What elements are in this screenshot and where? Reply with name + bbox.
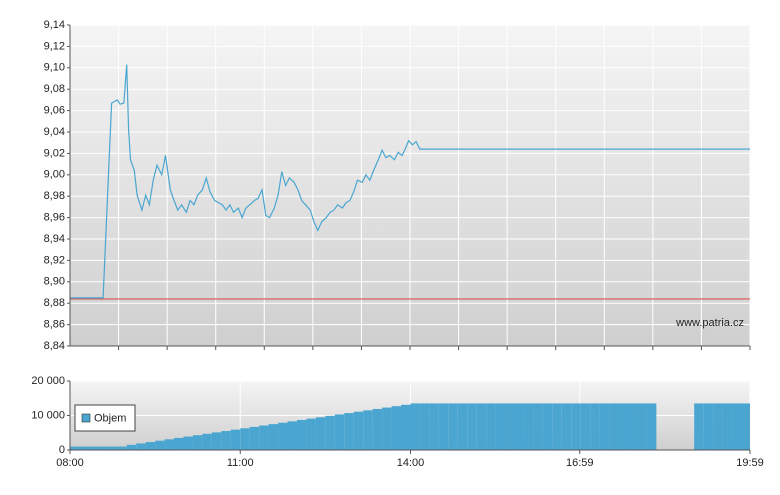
- volume-bar: [401, 404, 411, 450]
- y-tick-label: 9,06: [44, 105, 65, 117]
- volume-bar: [126, 444, 137, 450]
- volume-bar: [117, 446, 127, 450]
- volume-bar: [372, 408, 383, 450]
- y-tick-label: 8,96: [44, 212, 65, 224]
- volume-bar: [609, 403, 619, 450]
- y-tick-label: 8,92: [44, 254, 65, 266]
- volume-bar: [240, 428, 250, 450]
- volume-bar: [268, 424, 279, 450]
- y-tick-label: 8,86: [44, 319, 65, 331]
- y-tick-label: 20 000: [31, 375, 65, 387]
- y-tick-label: 8,88: [44, 297, 65, 309]
- volume-bar: [694, 403, 704, 450]
- volume-bar: [230, 429, 241, 450]
- volume-bar: [98, 446, 108, 450]
- volume-bar: [249, 426, 260, 450]
- y-tick-label: 8,84: [44, 340, 65, 352]
- x-tick-label: 11:00: [227, 457, 254, 469]
- y-tick-label: 9,12: [44, 40, 65, 52]
- legend-label: Objem: [94, 412, 126, 424]
- volume-bar: [183, 436, 193, 450]
- volume-bar: [211, 432, 222, 450]
- volume-bar: [542, 403, 553, 450]
- x-tick-label: 14:00: [397, 457, 425, 469]
- volume-bar: [353, 411, 364, 450]
- y-tick-label: 9,02: [44, 147, 65, 159]
- volume-bar: [164, 439, 175, 450]
- volume-bar: [505, 403, 515, 450]
- x-tick-label: 16:59: [566, 457, 594, 469]
- y-tick-label: 9,14: [44, 19, 65, 31]
- volume-bar: [627, 403, 638, 450]
- y-tick-label: 8,98: [44, 190, 65, 202]
- volume-bar: [514, 403, 524, 450]
- volume-bar: [429, 403, 439, 450]
- volume-bar: [713, 403, 723, 450]
- volume-bar: [590, 403, 600, 450]
- volume-bar: [732, 403, 742, 450]
- x-tick-label: 08:00: [56, 457, 84, 469]
- volume-bar: [136, 443, 146, 450]
- y-tick-label: 0: [59, 444, 65, 456]
- volume-bar: [79, 446, 89, 450]
- volume-bar: [722, 403, 733, 450]
- y-tick-label: 8,94: [44, 233, 65, 245]
- volume-bar: [88, 446, 99, 450]
- volume-bar: [457, 403, 468, 450]
- volume-bar: [306, 418, 316, 450]
- volume-bar: [646, 403, 657, 450]
- legend-swatch: [81, 413, 91, 423]
- y-tick-label: 10 000: [31, 409, 65, 421]
- x-tick-label: 19:59: [736, 457, 764, 469]
- volume-bar: [486, 403, 496, 450]
- price-line: [70, 64, 750, 299]
- volume-bar: [315, 417, 326, 450]
- volume-bar: [287, 421, 297, 450]
- volume-bar: [637, 403, 647, 450]
- volume-bar: [419, 403, 430, 450]
- volume-bar: [580, 403, 591, 450]
- volume-bar: [438, 403, 449, 450]
- volume-bar: [618, 403, 628, 450]
- watermark: www.patria.cz: [675, 317, 744, 329]
- volume-bar: [174, 437, 184, 450]
- volume-bar: [533, 403, 543, 450]
- volume-bar: [476, 403, 487, 450]
- volume-bar: [599, 403, 610, 450]
- volume-bar: [296, 419, 307, 450]
- volume-bar: [523, 403, 534, 450]
- volume-bar: [155, 440, 165, 450]
- volume-bar: [495, 403, 506, 450]
- volume-bar: [259, 425, 269, 450]
- volume-bar: [192, 435, 203, 450]
- volume-bar: [552, 403, 562, 450]
- volume-bar: [334, 414, 345, 450]
- y-tick-label: 9,10: [44, 62, 65, 74]
- volume-bar: [145, 442, 156, 450]
- volume-bar: [278, 422, 288, 450]
- y-tick-label: 9,08: [44, 83, 65, 95]
- volume-bar: [107, 446, 118, 450]
- volume-bar: [741, 403, 750, 450]
- volume-bar: [448, 403, 458, 450]
- volume-bar: [391, 406, 402, 450]
- volume-bar: [202, 433, 212, 450]
- volume-bar: [703, 403, 714, 450]
- y-tick-label: 9,00: [44, 169, 65, 181]
- volume-bar: [363, 410, 373, 450]
- volume-bar: [467, 403, 477, 450]
- volume-bar: [344, 413, 354, 450]
- volume-bar: [325, 415, 335, 450]
- volume-bar: [410, 403, 420, 450]
- volume-bar: [382, 407, 392, 450]
- y-tick-label: 8,90: [44, 276, 65, 288]
- y-tick-label: 9,04: [44, 126, 65, 138]
- volume-bar: [561, 403, 572, 450]
- volume-bar: [221, 431, 231, 450]
- volume-bar: [70, 446, 80, 450]
- volume-bar: [571, 403, 581, 450]
